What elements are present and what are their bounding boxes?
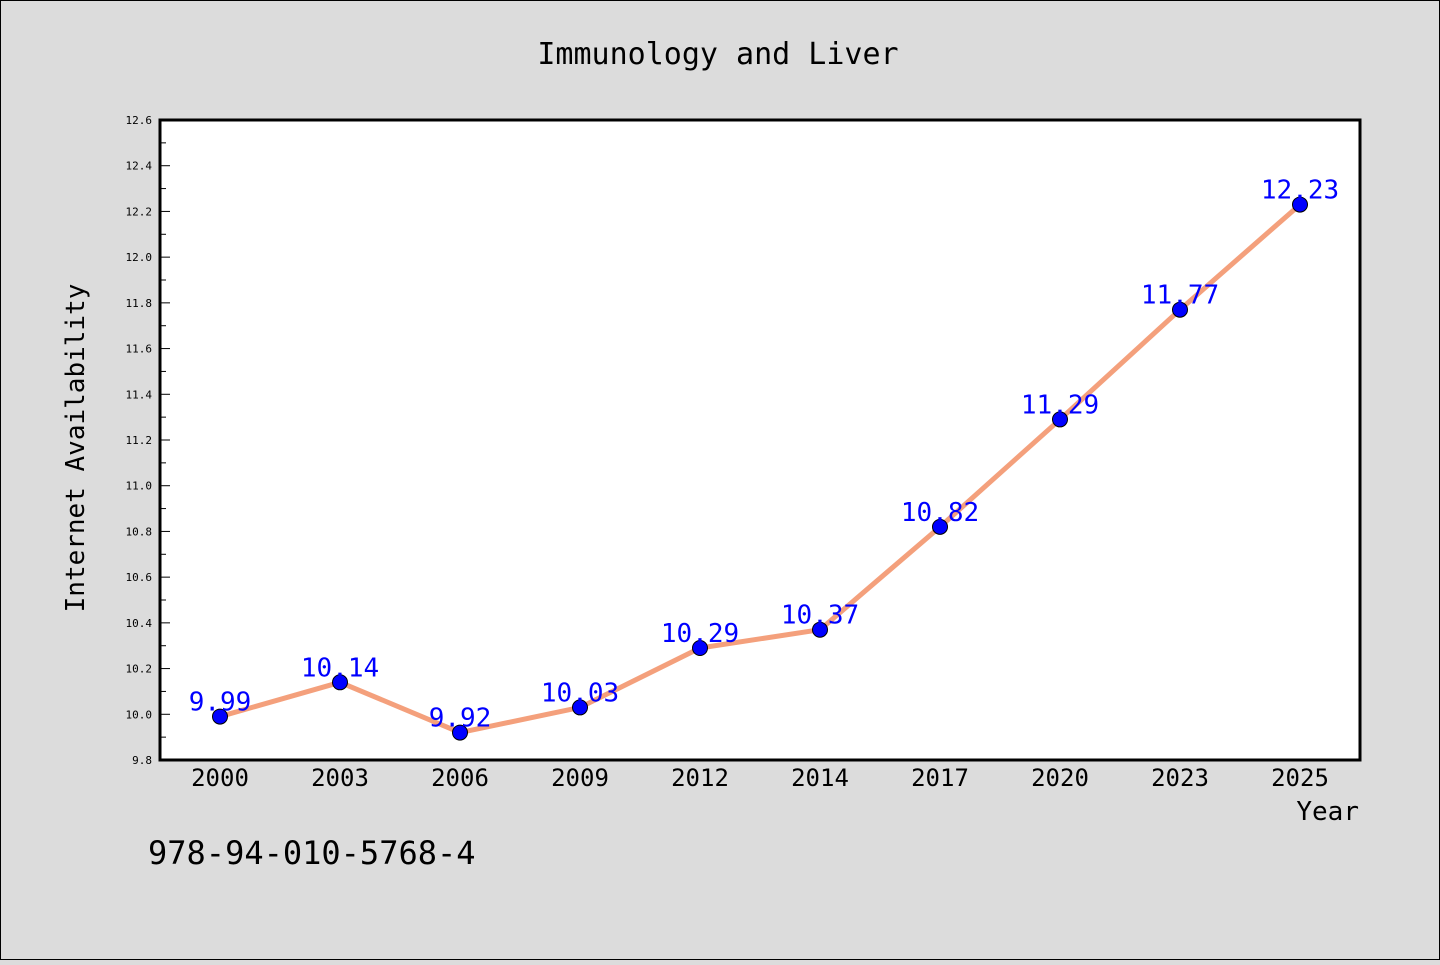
y-tick-label: 10.8 — [126, 525, 153, 538]
x-tick-label: 2017 — [911, 764, 969, 792]
data-label: 10.82 — [901, 498, 979, 528]
data-point — [452, 724, 468, 741]
x-tick-label: 2006 — [431, 764, 489, 792]
data-point — [1052, 411, 1068, 428]
data-point — [332, 674, 348, 691]
y-axis-label: Internet Availability — [61, 284, 91, 613]
x-tick-label: 2012 — [671, 764, 729, 792]
x-tick-label: 2014 — [791, 764, 849, 792]
x-axis: 2000 2003 2006 2009 2012 2014 2017 2020 2023 2025 — [191, 764, 1329, 792]
y-tick-label: 12.2 — [126, 205, 153, 218]
x-tick-label: 2023 — [1151, 764, 1209, 792]
x-tick-label: 2009 — [551, 764, 609, 792]
y-tick-label: 10.6 — [126, 571, 153, 584]
data-label: 10.14 — [301, 653, 379, 683]
chart-title: Immunology and Liver — [537, 37, 898, 72]
data-label: 9.92 — [429, 704, 492, 734]
x-tick-label: 2003 — [311, 764, 369, 792]
data-point — [812, 621, 828, 638]
y-tick-label: 11.8 — [126, 297, 153, 310]
y-tick-label: 10.2 — [126, 663, 153, 676]
y-tick-label: 11.6 — [126, 343, 153, 356]
data-point — [212, 708, 228, 725]
series-line — [217, 202, 1303, 736]
data-label: 10.37 — [781, 601, 859, 631]
y-tick-label: 12.0 — [126, 251, 153, 264]
y-tick-label: 11.2 — [126, 434, 153, 447]
x-axis-label: Year — [1296, 797, 1359, 827]
y-tick-label: 10.0 — [126, 708, 153, 721]
data-label: 10.03 — [541, 678, 619, 708]
data-point — [1292, 196, 1308, 213]
y-tick-label: 11.0 — [126, 480, 153, 493]
isbn-annotation: 978-94-010-5768-4 — [148, 834, 476, 872]
data-label: 10.29 — [661, 619, 739, 649]
data-point — [1172, 301, 1188, 318]
y-tick-label: 10.4 — [126, 617, 153, 630]
data-label: 11.77 — [1141, 281, 1219, 311]
y-tick-label: 9.8 — [132, 754, 152, 767]
y-axis: 9.8 10.0 10.2 10.4 10.6 10.8 11.0 11.2 11.4 11.6 1… — [126, 114, 170, 767]
plot-frame — [158, 118, 1362, 762]
x-tick-label: 2000 — [191, 764, 249, 792]
y-tick-label: 12.4 — [126, 160, 153, 173]
data-label: 9.99 — [189, 688, 252, 718]
data-label: 11.29 — [1021, 390, 1099, 420]
data-point — [572, 699, 588, 716]
data-labels: 9.99 10.14 9.92 10.03 10.29 10.37 10.82 11.29 11… — [189, 176, 1339, 734]
data-label: 12.23 — [1261, 176, 1339, 206]
y-tick-label: 12.6 — [126, 114, 153, 127]
x-tick-label: 2025 — [1271, 764, 1329, 792]
plot-area — [160, 120, 1360, 760]
x-tick-label: 2020 — [1031, 764, 1089, 792]
data-points — [212, 196, 1308, 741]
data-point — [932, 518, 948, 535]
data-point — [692, 640, 708, 656]
y-tick-label: 11.4 — [126, 388, 153, 401]
